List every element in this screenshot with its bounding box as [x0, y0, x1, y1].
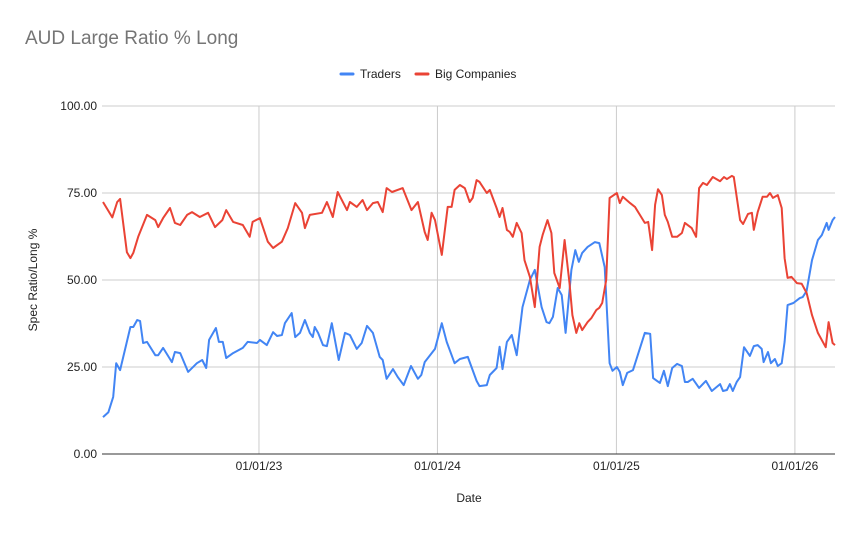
series-line-traders	[102, 216, 836, 418]
legend-label: Big Companies	[435, 67, 516, 81]
legend-item: Traders	[339, 67, 401, 81]
x-tick-label: 01/01/23	[236, 459, 283, 473]
x-tick-label: 01/01/25	[593, 459, 640, 473]
y-tick-label: 75.00	[67, 186, 97, 200]
axes: 0.00 25.00 50.00 75.00 100.00 01/01/23 01/01/2…	[60, 99, 835, 473]
series-line-big-companies	[102, 174, 836, 349]
x-tick-label: 01/01/26	[772, 459, 819, 473]
y-tick-label: 100.00	[60, 99, 97, 113]
y-tick-label: 25.00	[67, 360, 97, 374]
x-tick-label: 01/01/24	[414, 459, 461, 473]
legend: Traders Big Companies	[339, 67, 516, 81]
y-tick-label: 50.00	[67, 273, 97, 287]
legend-item: Big Companies	[414, 67, 516, 81]
x-axis-title: Date	[456, 491, 482, 505]
gridlines	[102, 105, 835, 454]
series-lines	[102, 174, 836, 418]
y-axis-title: Spec Ratio/Long %	[26, 228, 40, 331]
y-tick-label: 0.00	[74, 447, 98, 461]
chart-title: AUD Large Ratio % Long	[25, 28, 239, 49]
legend-label: Traders	[360, 67, 401, 81]
